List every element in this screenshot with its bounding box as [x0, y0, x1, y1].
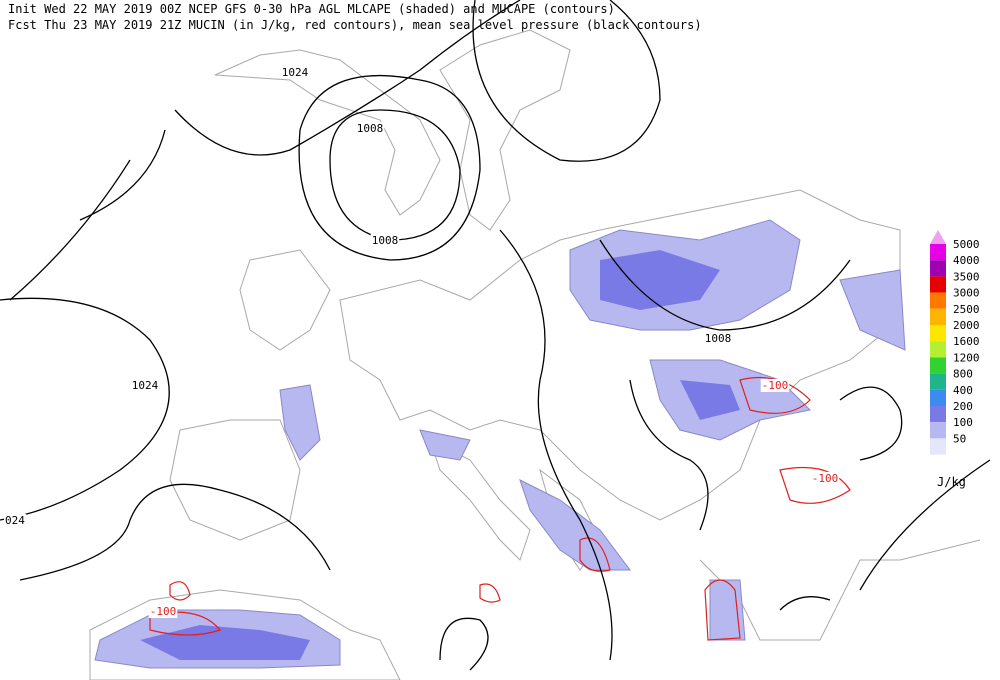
contour-label-bg — [703, 332, 733, 345]
cape-shading — [94, 219, 906, 669]
contour-label: -100 — [150, 605, 177, 618]
legend-swatch — [930, 357, 946, 374]
contour-label: -100 — [812, 472, 839, 485]
contour-label-bg — [130, 379, 160, 392]
contour-label-bg — [760, 379, 790, 392]
contour-label: 1008 — [705, 332, 732, 345]
contour-label-bg — [370, 234, 400, 247]
legend-swatch — [930, 308, 946, 325]
contour-label: 024 — [5, 514, 25, 527]
legend: 5000 4000 3500 3000 2500 2000 1600 1200 800 400 20… — [930, 230, 980, 489]
header-line1: Init Wed 22 MAY 2019 00Z NCEP GFS 0-30 h… — [8, 2, 615, 16]
mucin-contours — [149, 376, 851, 641]
legend-swatch — [930, 276, 946, 293]
legend-swatch — [930, 292, 946, 309]
legend-top-triangle — [930, 230, 946, 244]
legend-label: 4000 — [953, 254, 980, 267]
legend-unit: J/kg — [937, 475, 966, 489]
contour-labels: 1024 1008 1008 1024 024 1008 -100 -100 -100 — [4, 66, 840, 618]
legend-label: 3500 — [953, 270, 980, 283]
legend-swatch — [930, 260, 946, 277]
legend-swatch — [930, 438, 946, 455]
legend-label: 1200 — [953, 351, 980, 364]
legend-label: 400 — [953, 384, 973, 397]
legend-swatch — [930, 373, 946, 390]
legend-label: 50 — [953, 432, 966, 445]
legend-label: 2000 — [953, 319, 980, 332]
legend-swatch — [930, 244, 946, 261]
legend-swatch — [930, 325, 946, 342]
isobars — [0, 0, 991, 671]
legend-swatch — [930, 422, 946, 439]
legend-swatch — [930, 406, 946, 423]
legend-label: 100 — [953, 416, 973, 429]
legend-swatch — [930, 389, 946, 406]
legend-label: 1600 — [953, 335, 980, 348]
legend-label: 2500 — [953, 303, 980, 316]
contour-label: 1008 — [357, 122, 384, 135]
coastlines — [89, 29, 981, 680]
legend-label: 800 — [953, 368, 973, 381]
contour-label-bg — [355, 122, 385, 135]
contour-label: 1024 — [132, 379, 159, 392]
legend-swatch — [930, 341, 946, 358]
contour-label-bg — [148, 605, 178, 618]
header-line2: Fcst Thu 23 MAY 2019 21Z MUCIN (in J/kg,… — [8, 18, 702, 32]
contour-label-bg — [810, 472, 840, 485]
contour-label: 1024 — [282, 66, 309, 79]
legend-label: 200 — [953, 400, 973, 413]
contour-label-bg — [4, 514, 27, 527]
legend-label: 5000 — [953, 238, 980, 251]
contour-label: -100 — [762, 379, 789, 392]
contour-label-bg — [280, 66, 310, 79]
contour-label: 1008 — [372, 234, 399, 247]
legend-label: 3000 — [953, 287, 980, 300]
